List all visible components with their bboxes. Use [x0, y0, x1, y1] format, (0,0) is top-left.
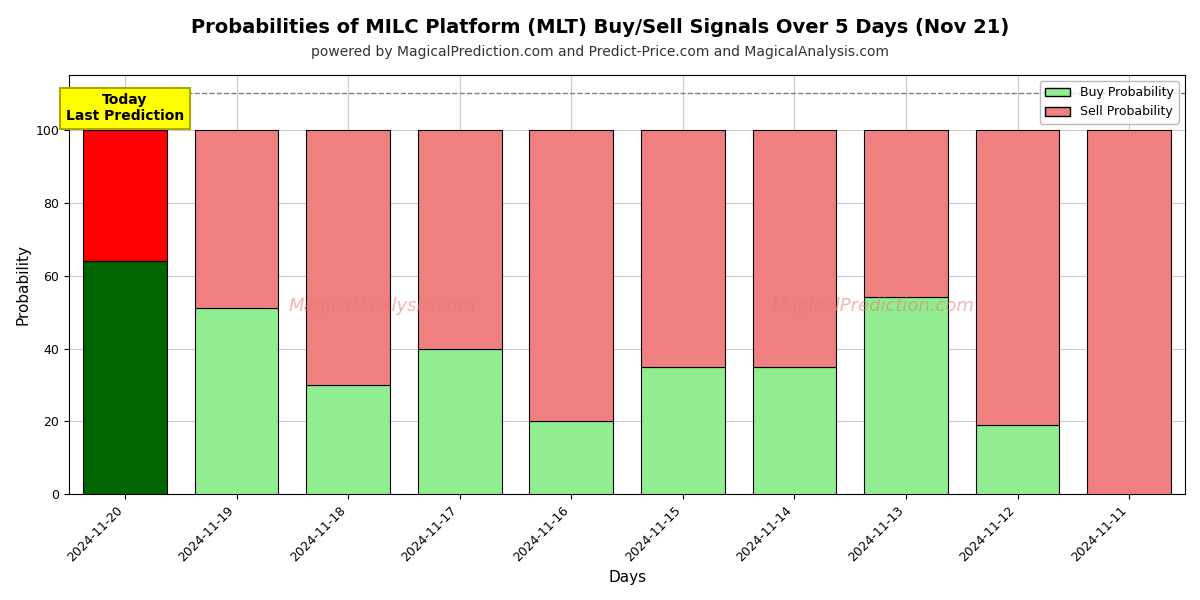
- Bar: [752, 367, 836, 494]
- Text: MagicalAnalysis.com: MagicalAnalysis.com: [288, 296, 475, 314]
- Bar: [194, 130, 278, 308]
- Bar: [1087, 130, 1171, 494]
- Bar: [529, 130, 613, 421]
- Bar: [752, 130, 836, 367]
- Bar: [529, 421, 613, 494]
- Text: MagicalPrediction.com: MagicalPrediction.com: [772, 296, 974, 314]
- Bar: [83, 130, 167, 261]
- Bar: [976, 130, 1060, 425]
- Bar: [306, 385, 390, 494]
- Legend: Buy Probability, Sell Probability: Buy Probability, Sell Probability: [1040, 81, 1178, 124]
- Y-axis label: Probability: Probability: [16, 244, 30, 325]
- X-axis label: Days: Days: [608, 570, 646, 585]
- Bar: [418, 130, 502, 349]
- Bar: [641, 367, 725, 494]
- Bar: [641, 130, 725, 367]
- Text: Probabilities of MILC Platform (MLT) Buy/Sell Signals Over 5 Days (Nov 21): Probabilities of MILC Platform (MLT) Buy…: [191, 18, 1009, 37]
- Bar: [194, 308, 278, 494]
- Bar: [864, 130, 948, 298]
- Bar: [864, 298, 948, 494]
- Bar: [83, 261, 167, 494]
- Bar: [306, 130, 390, 385]
- Bar: [418, 349, 502, 494]
- Bar: [976, 425, 1060, 494]
- Text: powered by MagicalPrediction.com and Predict-Price.com and MagicalAnalysis.com: powered by MagicalPrediction.com and Pre…: [311, 45, 889, 59]
- Text: Today
Last Prediction: Today Last Prediction: [66, 93, 184, 124]
